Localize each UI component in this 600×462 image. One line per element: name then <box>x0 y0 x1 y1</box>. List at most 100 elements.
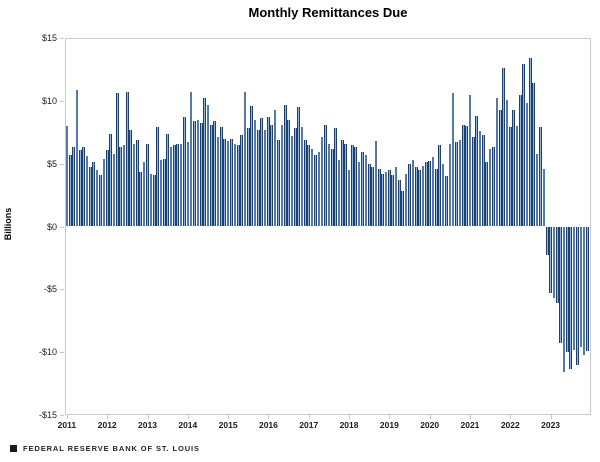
x-tick <box>228 415 230 419</box>
bar <box>505 99 509 227</box>
x-tick-label: 2015 <box>218 420 238 430</box>
source-attribution: FEDERAL RESERVE BANK OF ST. LOUIS <box>10 444 200 453</box>
bar <box>576 226 579 365</box>
bar <box>545 226 549 256</box>
bar <box>297 107 300 227</box>
x-tick <box>510 415 512 419</box>
bar <box>163 158 166 227</box>
bar <box>562 226 566 373</box>
bar <box>317 152 321 227</box>
bar <box>482 134 485 227</box>
bar <box>95 169 99 227</box>
bar <box>253 119 257 227</box>
bar <box>475 115 478 227</box>
y-tick <box>60 38 64 39</box>
bar <box>586 226 589 351</box>
x-tick-label: 2013 <box>138 420 157 430</box>
x-tick-label: 2022 <box>500 420 520 430</box>
bar <box>166 133 169 227</box>
x-tick <box>349 415 351 419</box>
bar <box>132 143 136 227</box>
bar <box>152 174 156 227</box>
bar <box>381 173 384 227</box>
x-tick-label: 2014 <box>178 420 198 430</box>
bar <box>320 137 324 227</box>
bar <box>199 123 203 227</box>
y-tick-label: $15 <box>41 33 57 43</box>
x-tick <box>308 415 310 419</box>
bar <box>431 157 435 227</box>
bar <box>522 64 525 227</box>
x-tick-label: 2018 <box>339 420 359 430</box>
bar <box>230 138 233 227</box>
bar <box>119 147 122 227</box>
bar <box>287 119 290 227</box>
bar <box>468 94 472 227</box>
bar <box>495 98 499 227</box>
bar <box>525 103 529 227</box>
bar <box>283 104 287 227</box>
bar <box>344 143 347 227</box>
bar <box>186 142 190 227</box>
bar <box>582 226 586 355</box>
bar <box>519 94 522 227</box>
y-tick <box>60 100 64 102</box>
bar <box>273 109 277 227</box>
x-tick-label: 2023 <box>541 420 561 430</box>
x-tick-label: 2017 <box>299 420 319 430</box>
bar <box>421 166 425 227</box>
bar <box>347 169 351 227</box>
x-tick-label: 2020 <box>420 420 440 430</box>
bar <box>307 144 311 227</box>
bar <box>213 120 216 227</box>
bar <box>139 172 143 227</box>
bar <box>240 134 243 227</box>
bar <box>68 154 72 227</box>
bar <box>394 167 398 227</box>
bar <box>236 144 240 227</box>
y-tick <box>60 352 64 354</box>
bar <box>136 139 139 227</box>
bar <box>435 168 438 227</box>
bar <box>354 147 358 227</box>
bar <box>572 226 576 350</box>
bar <box>384 172 388 227</box>
y-tick <box>60 289 64 291</box>
bar <box>65 125 69 227</box>
bar <box>472 137 475 227</box>
y-tick-label: -$15 <box>38 410 57 420</box>
bar <box>156 127 159 227</box>
x-tick-label: 2012 <box>97 420 117 430</box>
legend-square-icon <box>10 445 17 452</box>
plot-area <box>65 38 591 415</box>
y-tick <box>60 226 64 228</box>
bar <box>438 144 442 227</box>
bar <box>243 92 247 227</box>
bar <box>304 139 307 227</box>
bar <box>552 226 556 299</box>
x-tick-label: 2011 <box>57 420 77 430</box>
y-tick-label: $5 <box>46 158 57 169</box>
bar <box>539 127 542 227</box>
bar <box>179 143 183 227</box>
bar <box>89 167 92 227</box>
bar <box>374 141 378 227</box>
bar <box>85 156 89 227</box>
source-text: FEDERAL RESERVE BANK OF ST. LOUIS <box>23 444 200 453</box>
bar <box>257 129 260 227</box>
bar <box>226 141 230 227</box>
bar <box>512 109 515 227</box>
bar <box>458 139 462 227</box>
bar <box>216 137 220 227</box>
x-tick <box>187 415 189 419</box>
x-tick <box>469 415 471 419</box>
bar <box>206 104 210 227</box>
y-tick-label: -$10 <box>38 347 57 358</box>
bar <box>193 120 196 227</box>
bar <box>445 176 448 227</box>
bar <box>220 127 223 227</box>
bar <box>290 136 294 227</box>
bar <box>115 93 119 227</box>
bar <box>159 159 163 227</box>
bar <box>300 127 304 227</box>
